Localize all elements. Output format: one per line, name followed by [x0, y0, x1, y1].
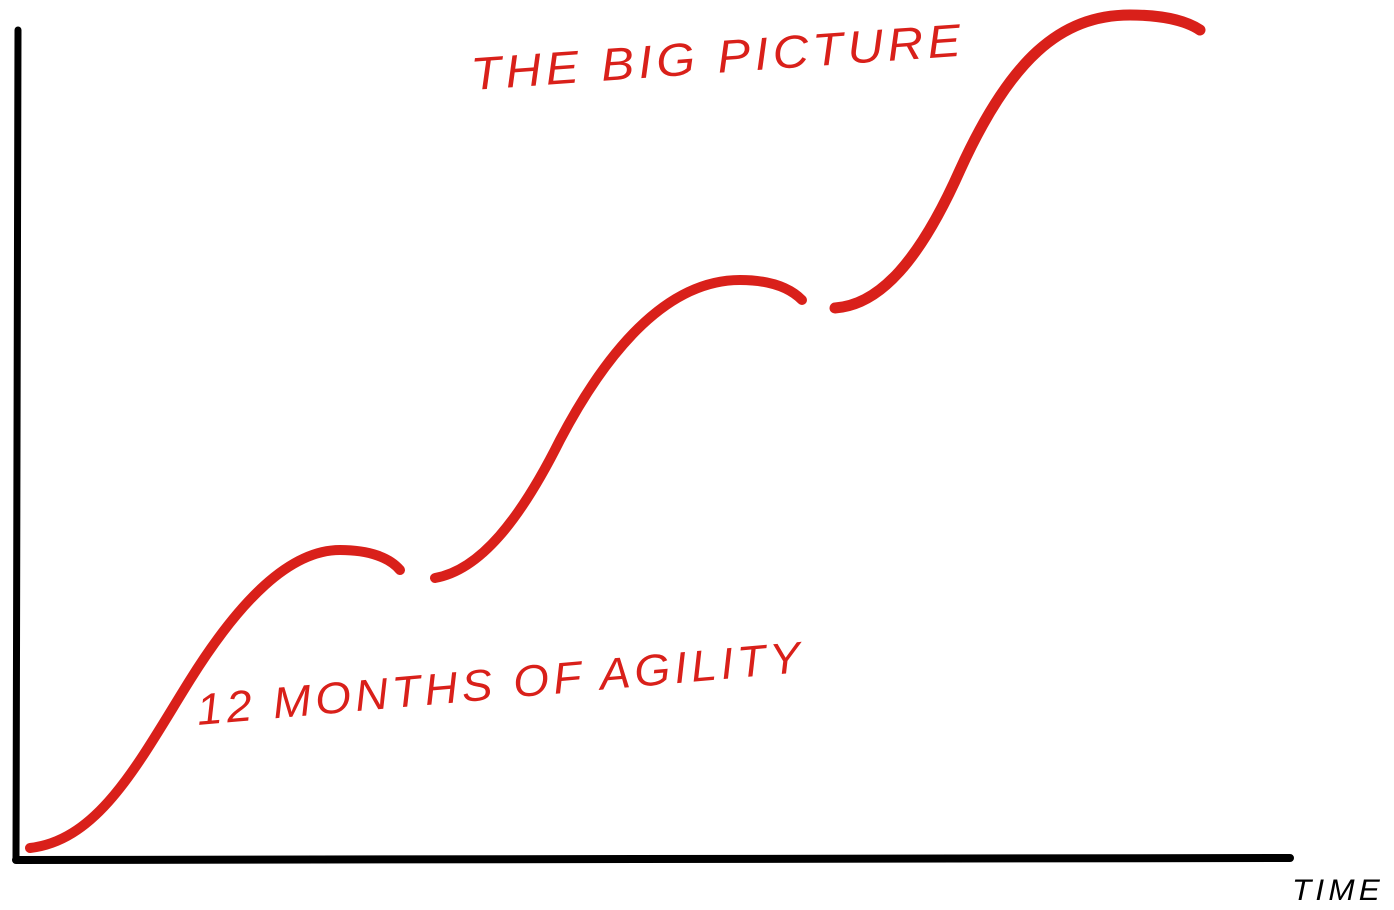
curve — [829, 9, 1206, 314]
curve — [430, 274, 807, 583]
title: THE BIG PICTURE — [469, 14, 966, 100]
y-axis — [12, 26, 22, 864]
growth-curves — [25, 9, 1206, 853]
curve — [25, 544, 405, 853]
annotation: 12 MONTHS OF AGILITY — [195, 633, 807, 735]
x-axis — [12, 854, 1294, 864]
x-axis-label: TIME — [1292, 874, 1384, 907]
